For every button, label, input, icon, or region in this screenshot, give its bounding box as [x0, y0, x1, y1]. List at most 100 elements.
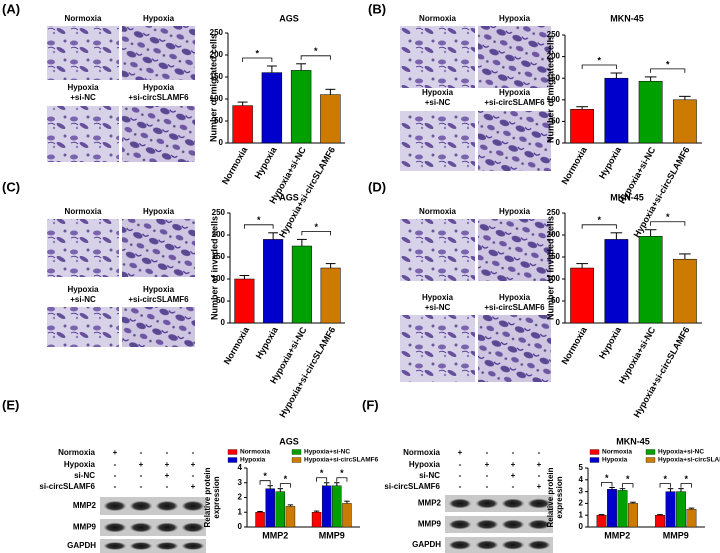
condition-label: si-circSLAMF6	[384, 482, 440, 491]
image-label: Normoxia	[419, 14, 456, 23]
image-label: Hypoxia	[143, 14, 175, 23]
chart-title: AGS	[279, 436, 299, 446]
significance-bracket	[680, 483, 692, 488]
blot-strip	[445, 516, 553, 533]
legend-label: Hypoxia+si-NC	[658, 449, 704, 456]
bar	[265, 488, 275, 528]
y-tick-label: 0	[579, 522, 584, 531]
image-label: Hypoxia	[67, 83, 99, 92]
significance-mark: *	[684, 474, 688, 484]
panel-label: (A)	[2, 1, 20, 16]
condition-label: si-NC	[419, 471, 440, 480]
condition-sign: -	[538, 471, 541, 480]
condition-sign: -	[114, 482, 117, 491]
y-axis-label: Number of migrated cells	[208, 34, 218, 142]
bar	[342, 503, 352, 528]
image-label: +si-circSLAMF6	[128, 93, 189, 102]
condition-sign: +	[191, 482, 196, 491]
x-tick-label: MMP2	[604, 530, 630, 540]
image-label: Hypoxia	[143, 83, 175, 92]
x-tick-label: Hypoxia	[254, 324, 281, 360]
bar	[672, 99, 697, 144]
blot-band	[502, 519, 524, 530]
condition-sign: -	[192, 471, 195, 480]
bar	[604, 239, 629, 324]
y-tick-label: 0	[556, 318, 561, 327]
micrograph	[400, 111, 475, 171]
legend-swatch	[227, 457, 238, 463]
legend-label: Hypoxia	[602, 457, 628, 464]
condition-label: Hypoxia	[409, 460, 441, 469]
condition-sign: -	[114, 460, 117, 469]
bar	[604, 77, 629, 144]
blot-strip	[100, 497, 206, 515]
legend-swatch	[645, 449, 656, 455]
condition-sign: +	[485, 460, 490, 469]
y-tick-label: 5	[579, 463, 584, 472]
blot-strip	[100, 539, 206, 553]
significance-bracket	[659, 483, 671, 488]
condition-sign: +	[537, 482, 542, 491]
band-label: GAPDH	[67, 541, 96, 550]
condition-sign: +	[511, 460, 516, 469]
y-tick-label: 250	[547, 30, 561, 39]
blot-band	[104, 500, 126, 512]
significance-mark: *	[255, 48, 259, 58]
condition-sign: -	[166, 482, 169, 491]
bar	[311, 512, 322, 528]
blot-band	[502, 498, 524, 509]
chart-title: MKN-45	[610, 192, 644, 202]
blot-band	[502, 540, 524, 550]
y-tick-label: 0	[238, 522, 243, 531]
x-tick-label: Hypoxia+si-circSLAMF6	[277, 325, 337, 419]
blot-band	[182, 500, 204, 512]
y-tick-label: 0	[219, 138, 224, 147]
panel-label: (D)	[368, 179, 386, 194]
x-tick-label: Hypoxia	[597, 324, 624, 360]
micrograph	[122, 219, 195, 277]
micrograph	[122, 26, 195, 80]
x-tick-label: MMP9	[663, 530, 689, 540]
legend-swatch	[589, 457, 600, 463]
significance-mark: *	[314, 222, 318, 232]
condition-sign: +	[139, 460, 144, 469]
significance-mark: *	[257, 215, 261, 225]
y-tick-label: 150	[212, 252, 226, 261]
significance-bracket	[259, 480, 271, 485]
y-tick-label: 100	[547, 274, 561, 283]
condition-sign: +	[511, 471, 516, 480]
bar	[255, 512, 265, 528]
significance-mark: *	[314, 46, 318, 56]
bar	[321, 485, 332, 528]
blot-strip	[445, 495, 553, 512]
blot-band	[156, 542, 178, 550]
condition-sign: -	[140, 482, 143, 491]
bar	[320, 94, 341, 144]
image-label: Hypoxia	[422, 293, 454, 302]
chart-title: MKN-45	[610, 13, 644, 23]
significance-mark: *	[666, 59, 670, 69]
image-label: +si-NC	[70, 295, 96, 304]
y-tick-label: 3	[238, 478, 243, 487]
condition-sign: -	[538, 448, 541, 457]
y-tick-label: 2	[238, 493, 243, 502]
image-label: Hypoxia	[143, 285, 175, 294]
bar	[617, 490, 628, 528]
significance-mark: *	[666, 212, 670, 222]
y-tick-label: 150	[547, 73, 561, 82]
blot-band	[156, 522, 178, 533]
image-label: +si-circSLAMF6	[484, 98, 545, 107]
bar	[291, 245, 312, 324]
blot-band	[182, 522, 204, 533]
bar	[261, 72, 283, 144]
legend-label: Hypoxia	[240, 457, 266, 464]
condition-sign: -	[486, 471, 489, 480]
significance-bracket	[622, 483, 634, 488]
condition-sign: -	[140, 448, 143, 457]
bar	[596, 515, 607, 528]
significance-bracket	[279, 483, 291, 488]
image-label: Hypoxia	[499, 293, 531, 302]
y-tick-label: 4	[238, 463, 243, 472]
micrograph	[400, 315, 475, 382]
